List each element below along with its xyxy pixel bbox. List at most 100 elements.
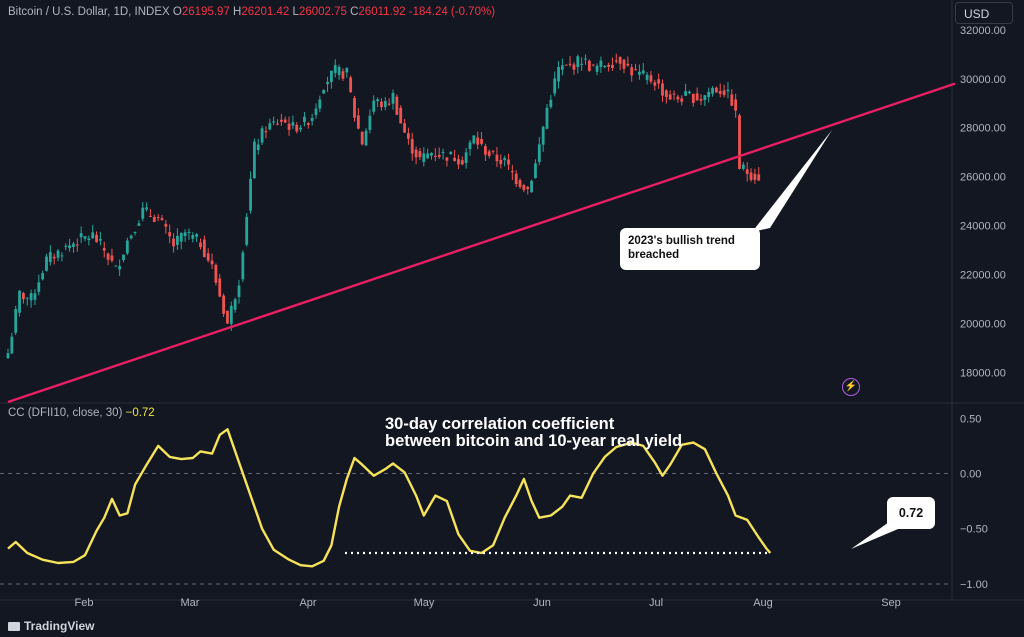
candle-body <box>376 99 379 102</box>
candle-body <box>580 63 584 65</box>
candlestick-series <box>6 53 761 359</box>
candle-body <box>410 139 414 154</box>
candle-body <box>522 185 526 190</box>
high-value: 26201.42 <box>241 6 290 18</box>
price-tick-label: 22000.00 <box>960 270 1006 282</box>
candle-body <box>25 297 29 299</box>
indicator-value: −0.72 <box>125 407 155 419</box>
price-tick-label: 26000.00 <box>960 172 1006 184</box>
candle-body <box>75 244 79 246</box>
candle-body <box>187 231 191 234</box>
candle-body <box>87 238 91 241</box>
indicator-label: CC (DFII10, close, 30) <box>8 407 123 419</box>
candle-body <box>591 64 595 66</box>
candle-body <box>6 353 10 359</box>
candle-body <box>507 159 510 165</box>
month-tick-label: Jun <box>533 597 551 609</box>
candle-body <box>45 256 48 271</box>
candle-body <box>676 96 680 100</box>
trend-callout: 2023's bullish trend breached <box>620 228 760 270</box>
month-tick-label: Aug <box>753 597 773 609</box>
candle-body <box>283 119 287 123</box>
candle-body <box>172 238 175 247</box>
candle-body <box>233 299 237 310</box>
candle-body <box>553 78 557 94</box>
candle-body <box>672 93 676 95</box>
open-label: O <box>172 6 182 18</box>
candle-body <box>745 169 749 174</box>
brand-text: TradingView <box>24 619 95 633</box>
candle-body <box>649 75 653 82</box>
price-tick-label: 18000.00 <box>960 368 1006 380</box>
candle-body <box>738 115 741 169</box>
candle-body <box>72 243 75 248</box>
candle-body <box>210 260 214 265</box>
candle-body <box>537 144 541 162</box>
candle-body <box>476 137 480 145</box>
month-tick-label: Mar <box>181 597 200 609</box>
candle-body <box>691 93 695 103</box>
candle-body <box>279 119 283 122</box>
candle-body <box>318 99 322 109</box>
candle-body <box>595 65 599 72</box>
candle-body <box>399 107 403 124</box>
candle-body <box>299 127 302 130</box>
candle-body <box>514 173 518 185</box>
candle-body <box>561 65 564 70</box>
candle-body <box>152 216 156 223</box>
candle-body <box>718 91 722 94</box>
currency-button[interactable]: USD <box>955 2 1013 24</box>
candle-body <box>445 157 449 161</box>
candle-body <box>614 60 618 62</box>
trend-callout-pointer <box>752 130 832 232</box>
candle-body <box>699 99 703 101</box>
candle-body <box>534 163 537 178</box>
candle-body <box>14 309 18 333</box>
candle-body <box>125 240 129 254</box>
candle-body <box>303 116 306 123</box>
candle-body <box>287 123 291 130</box>
candle-body <box>564 64 568 66</box>
candle-body <box>668 94 672 100</box>
candle-body <box>387 103 391 105</box>
candle-body <box>622 59 626 69</box>
candle-body <box>722 90 726 96</box>
candle-body <box>441 151 445 153</box>
candle-body <box>18 290 21 313</box>
candle-body <box>707 91 711 97</box>
month-tick-label: Sep <box>881 597 901 609</box>
candle-body <box>414 149 418 158</box>
candle-body <box>249 178 252 211</box>
correlation-title-line2: between bitcoin and 10-year real yield <box>385 432 683 450</box>
candle-body <box>330 70 333 83</box>
candle-body <box>584 58 587 60</box>
candle-body <box>314 108 318 115</box>
candle-body <box>495 154 499 162</box>
month-tick-label: Feb <box>75 597 94 609</box>
candle-body <box>268 123 272 130</box>
candle-body <box>568 63 572 65</box>
candle-body <box>349 77 353 93</box>
candle-body <box>99 239 102 241</box>
candle-body <box>253 141 256 179</box>
candle-body <box>356 115 360 129</box>
candle-body <box>341 71 345 79</box>
candle-body <box>703 95 707 100</box>
candle-body <box>56 250 60 258</box>
close-label: C <box>350 6 359 18</box>
indicator-header: CC (DFII10, close, 30) −0.72 <box>8 407 155 419</box>
value-callout: 0.72 <box>887 497 935 529</box>
callout-pointers <box>752 130 905 549</box>
candle-body <box>195 234 199 237</box>
candle-body <box>360 132 364 145</box>
candle-body <box>715 87 718 93</box>
candle-body <box>310 117 314 122</box>
candle-body <box>218 278 222 297</box>
month-tick-label: Jul <box>649 597 663 609</box>
correlation-title-line1: 30-day correlation coefficient <box>385 415 615 433</box>
candle-body <box>741 164 745 169</box>
lightning-bolt-icon[interactable]: ⚡ <box>842 378 860 396</box>
candle-body <box>549 99 553 108</box>
candle-body <box>395 96 399 115</box>
